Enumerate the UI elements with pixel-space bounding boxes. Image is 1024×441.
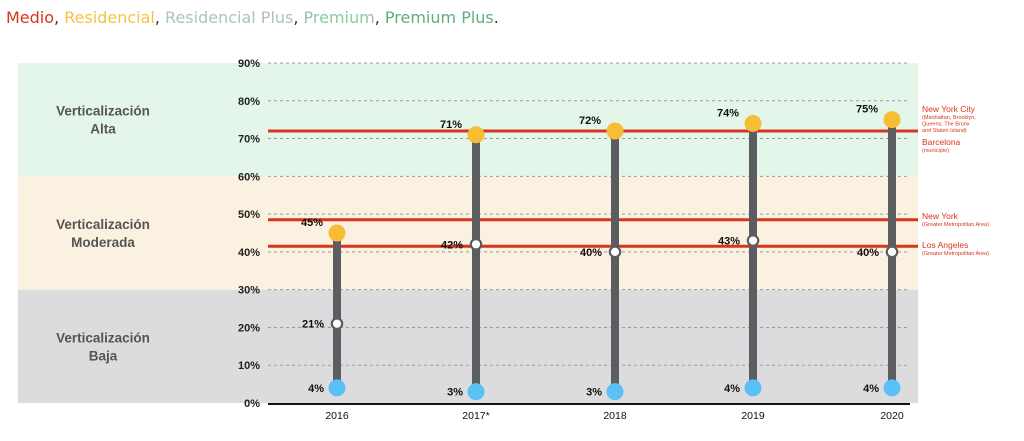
y-tick-label: 20% [238,322,260,334]
band-1 [18,176,918,290]
reference-note: (Greater Metropolitan Area) [922,222,989,228]
reference-note: and Staten Island) [922,128,967,134]
y-tick-label: 30% [238,285,260,297]
legend-separator: , [54,8,65,27]
data-label: 71% [440,119,462,131]
data-point-top [883,111,901,129]
reference-note: Queens, The Bronx [922,122,970,128]
data-label: 4% [724,383,740,395]
reference-label: New York [922,211,959,221]
x-tick-label: 2016 [325,410,349,422]
data-label: 74% [717,107,739,119]
data-label: 72% [579,115,601,127]
data-point-mid [469,238,483,251]
x-tick-label: 2018 [603,410,627,422]
data-label: 75% [856,104,878,116]
y-tick-label: 70% [238,134,260,146]
legend-separator: , [154,8,166,27]
y-tick-label: 40% [238,247,260,259]
data-point-mid [330,317,344,330]
legend-separator: , [374,8,385,27]
legend-item-residencial-plus: Residencial Plus [165,8,294,27]
y-tick-label: 50% [238,209,260,221]
y-tick-label: 10% [238,360,260,372]
data-label: 45% [301,217,323,229]
band-0 [18,63,918,177]
x-tick-label: 2017* [462,410,489,422]
data-point-top [467,126,485,144]
x-tick-label: 2020 [880,410,904,422]
legend-item-residencial: Residencial [64,8,155,27]
legend-separator: . [493,8,499,27]
data-label: 40% [580,247,602,259]
data-point-top [328,224,346,242]
x-tick-label: 2019 [741,410,765,422]
y-tick-label: 80% [238,96,260,108]
data-point-mid [885,245,899,259]
band-label: Verticalización [56,330,150,345]
data-label: 42% [441,239,463,251]
data-point-bottom [744,379,762,397]
legend-item-medio: Medio [6,8,55,27]
legend: Medio, Residencial, Residencial Plus, Pr… [6,8,499,27]
legend-item-premium: Premium [303,8,375,27]
reference-label: Los Angeles [922,240,968,250]
y-tick-label: 90% [238,58,260,70]
reference-label: Barcelona [922,137,961,147]
reference-note: (municipio) [922,148,949,154]
data-point-bottom [606,383,624,401]
reference-note: (Greater Metropolitan Area) [922,251,989,257]
data-label: 43% [718,236,740,248]
band-label: Verticalización [56,104,150,119]
data-label: 21% [302,319,324,331]
data-label: 4% [308,383,324,395]
reference-note: (Manhattan, Brooklyn, [922,115,976,121]
data-point-mid [608,245,622,259]
y-tick-label: 60% [238,171,260,183]
band-label: Baja [89,348,118,363]
band-2 [18,289,918,403]
band-label: Moderada [71,235,135,250]
data-label: 40% [857,247,879,259]
band-label: Verticalización [56,217,150,232]
data-point-bottom [328,379,346,397]
legend-item-premium-plus: Premium Plus [384,8,494,27]
data-label: 3% [447,387,463,399]
legend-separator: , [293,8,304,27]
data-label: 4% [863,383,879,395]
y-tick-label: 0% [244,398,260,410]
data-point-top [744,114,762,132]
data-label: 3% [586,387,602,399]
data-point-top [606,122,624,140]
reference-label: New York City [922,104,976,114]
data-point-bottom [883,379,901,397]
data-point-bottom [467,383,485,401]
band-label: Alta [90,122,116,137]
data-point-mid [746,234,760,247]
